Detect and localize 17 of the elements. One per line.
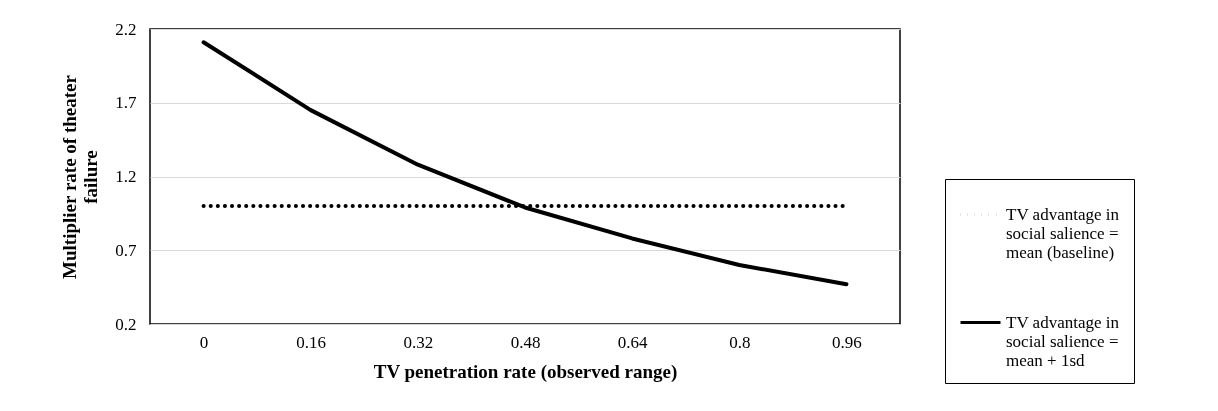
y-tick-label: 1.2 — [115, 167, 137, 186]
y-axis-title: Multiplier rate of theater failure — [59, 74, 102, 279]
x-tick-label: 0.96 — [832, 332, 862, 352]
y-tick-label: 0.7 — [115, 240, 137, 260]
legend-label: TV advantage in social salience = mean + 1sd — [1006, 312, 1120, 370]
x-tick-label: 0.8 — [729, 332, 751, 352]
y-tick-label: 1.7 — [115, 93, 137, 113]
line-series — [201, 40, 849, 287]
y-tick-label: 2.2 — [115, 19, 137, 39]
x-tick-label: 0.48 — [510, 332, 541, 352]
x-tick-label: 0.16 — [296, 332, 327, 352]
y-tick-label: 0.2 — [115, 314, 137, 334]
x-tick-label: 0.64 — [617, 332, 649, 352]
x-axis-title: TV penetration rate (observed range) — [373, 360, 678, 383]
legend-label: TV advantage in social salience = mean (baseline) — [1006, 204, 1120, 262]
x-tick-label: 0 — [199, 332, 209, 352]
x-tick-label: 0.32 — [403, 332, 434, 352]
